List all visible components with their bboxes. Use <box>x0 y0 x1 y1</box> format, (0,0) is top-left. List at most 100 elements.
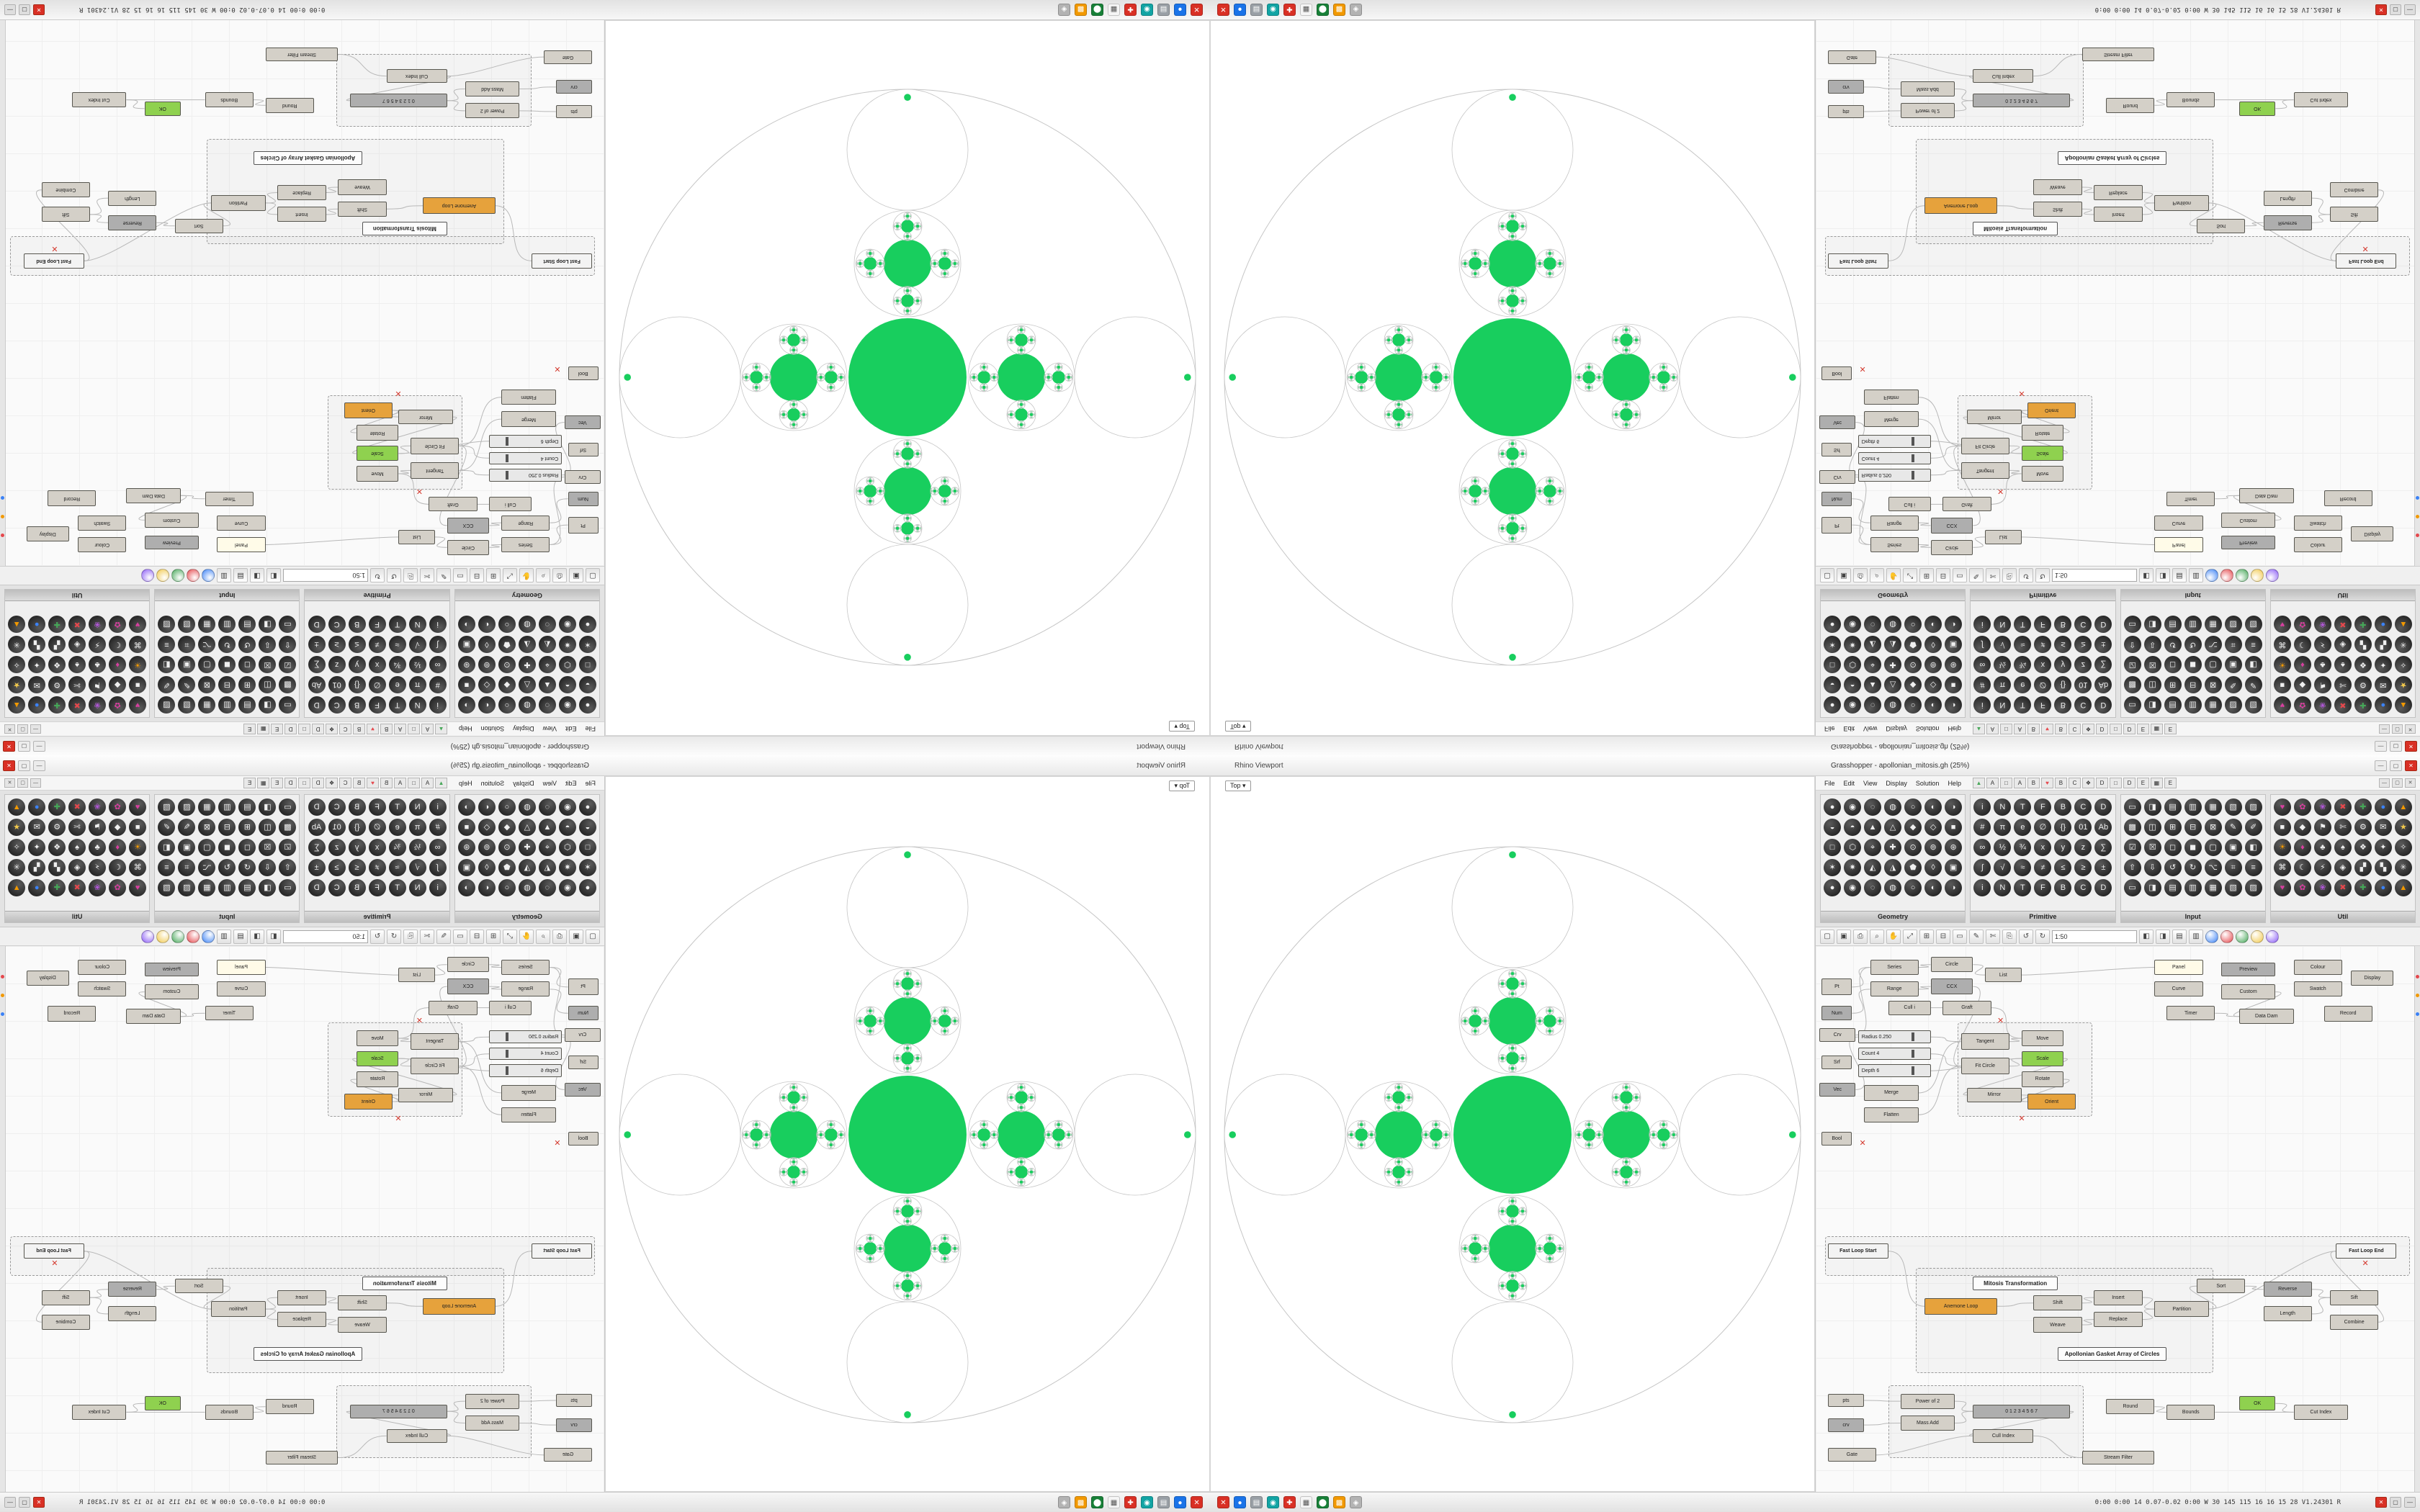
gh-node[interactable]: Mirror <box>1967 1088 2022 1102</box>
gh-node[interactable]: Insert <box>277 207 326 222</box>
component-icon[interactable]: ⚙ <box>48 676 66 693</box>
component-tab[interactable]: C <box>339 778 352 788</box>
component-icon[interactable]: ⚙ <box>2354 676 2372 693</box>
toolbar-icon[interactable]: ◧ <box>266 568 281 583</box>
menu-item-edit[interactable]: Edit <box>565 725 577 733</box>
component-icon[interactable]: z <box>2074 839 2092 856</box>
gh-node[interactable]: Fast Loop End <box>23 253 84 269</box>
gh-node[interactable]: Colour <box>78 536 127 553</box>
scroll-marker[interactable] <box>1 496 4 500</box>
component-icon[interactable]: ◇ <box>478 819 496 836</box>
gh-node[interactable]: Flatten <box>1864 1107 1919 1122</box>
component-icon[interactable]: D <box>308 798 326 816</box>
gh-node[interactable]: Shift <box>338 201 387 217</box>
component-icon[interactable]: ↻ <box>2184 636 2202 653</box>
toolbar-icon[interactable]: ⌕ <box>1870 929 1884 944</box>
gh-node[interactable]: Rotate <box>356 425 399 441</box>
toolbar-icon[interactable]: ✋ <box>1886 929 1901 944</box>
display-mode-ball[interactable] <box>156 569 169 582</box>
component-icon[interactable]: ◈ <box>2334 859 2352 876</box>
toolbar-icon[interactable]: ▥ <box>217 568 231 583</box>
gh-node[interactable]: OK <box>2239 1396 2276 1411</box>
component-icon[interactable]: ⬡ <box>558 839 576 856</box>
component-icon[interactable]: △ <box>518 676 536 693</box>
gh-node[interactable]: Bounds <box>2166 1404 2215 1420</box>
component-icon[interactable]: ❀ <box>2313 616 2331 633</box>
viewport-tab-top[interactable]: Top ▾ <box>1225 780 1251 791</box>
component-tab[interactable]: C <box>2068 778 2081 788</box>
gh-node[interactable]: List <box>398 529 435 544</box>
display-mode-ball[interactable] <box>171 930 184 943</box>
component-icon[interactable]: B <box>348 616 366 633</box>
component-icon[interactable]: ✄ <box>68 676 86 693</box>
component-icon[interactable]: □ <box>1824 656 1842 673</box>
component-icon[interactable]: ◐ <box>478 879 496 896</box>
component-icon[interactable]: ↻ <box>218 636 236 653</box>
component-icon[interactable]: ▲ <box>2394 879 2412 896</box>
component-icon[interactable]: ◻ <box>2164 839 2182 856</box>
component-icon[interactable]: ≤ <box>2054 636 2072 653</box>
gh-node[interactable]: Mitosis Transformation <box>1973 1276 2058 1290</box>
gh-node[interactable]: Tangent <box>411 1033 460 1050</box>
component-icon[interactable]: T <box>2014 879 2032 896</box>
gh-node[interactable]: Depth 6 <box>1857 1064 1931 1077</box>
component-icon[interactable]: {} <box>348 676 366 693</box>
toolbar-icon[interactable]: ⎙ <box>552 929 567 944</box>
component-icon[interactable]: ● <box>28 696 46 714</box>
gh-node[interactable]: Scale <box>356 1050 399 1066</box>
gh-node[interactable]: List <box>398 968 435 983</box>
component-icon[interactable]: ♦ <box>109 839 127 856</box>
component-icon[interactable]: ■ <box>129 676 147 693</box>
component-icon[interactable]: ✧ <box>2394 839 2412 856</box>
menu-item-solution[interactable]: Solution <box>1915 779 1940 787</box>
canvas-scrollbar[interactable] <box>2414 946 2420 1492</box>
component-icon[interactable]: ✦ <box>2374 656 2392 673</box>
component-icon[interactable]: C <box>2074 798 2092 816</box>
component-icon[interactable]: ❀ <box>89 798 107 816</box>
gh-node[interactable]: Count 4 <box>489 451 563 465</box>
rhino-viewport[interactable]: Top ▾ <box>1210 20 1815 736</box>
taskbar-app-icon[interactable]: ✚ <box>1283 1496 1296 1508</box>
component-icon[interactable]: ● <box>1824 616 1842 633</box>
menu-item-solution[interactable]: Solution <box>480 779 505 787</box>
component-icon[interactable]: ✎ <box>2224 676 2242 693</box>
component-icon[interactable]: ⊠ <box>198 676 216 693</box>
component-tab[interactable]: ❖ <box>326 724 339 734</box>
component-icon[interactable]: ◓ <box>558 819 576 836</box>
gh-node[interactable]: Swatch <box>2293 515 2342 531</box>
gh-node[interactable]: Merge <box>1864 1085 1919 1101</box>
component-icon[interactable]: ⚑ <box>89 676 107 693</box>
menu-item-file[interactable]: File <box>585 779 596 787</box>
component-tab[interactable]: A <box>394 778 407 788</box>
component-icon[interactable]: ½ <box>1994 656 2012 673</box>
component-icon[interactable]: ● <box>1824 798 1842 816</box>
component-icon[interactable]: ≡ <box>2244 859 2262 876</box>
component-icon[interactable]: ⚙ <box>2354 819 2372 836</box>
gh-node[interactable]: Insert <box>2094 207 2143 222</box>
component-icon[interactable]: ⚑ <box>89 819 107 836</box>
component-tab[interactable]: E <box>2136 724 2149 734</box>
component-icon[interactable]: N <box>1994 798 2012 816</box>
component-icon[interactable]: ☾ <box>109 859 127 876</box>
component-icon[interactable]: ▧ <box>2224 798 2242 816</box>
component-icon[interactable]: ▭ <box>2123 616 2141 633</box>
gh-node[interactable]: Mass Add <box>465 1415 520 1431</box>
component-icon[interactable]: ◮ <box>1884 859 1902 876</box>
component-icon[interactable]: ▥ <box>2184 696 2202 714</box>
toolbar-icon[interactable]: ↻ <box>2035 568 2050 583</box>
component-icon[interactable]: △ <box>518 819 536 836</box>
gh-node[interactable]: Timer <box>2166 1006 2215 1021</box>
component-icon[interactable]: ↻ <box>2184 859 2202 876</box>
gh-node[interactable]: Mirror <box>1967 410 2022 424</box>
toolbar-icon[interactable]: ✋ <box>1886 568 1901 583</box>
zoom-input[interactable] <box>283 569 368 582</box>
gh-node[interactable]: Round <box>265 97 314 113</box>
gh-node[interactable]: Num <box>568 1006 599 1021</box>
toolbar-icon[interactable]: ⊟ <box>1936 568 1950 583</box>
component-icon[interactable]: ✚ <box>2354 879 2372 896</box>
gh-node[interactable]: Swatch <box>2293 981 2342 997</box>
component-icon[interactable]: π <box>408 819 426 836</box>
gh-node[interactable]: Depth 6 <box>489 435 563 448</box>
component-tab[interactable]: B <box>353 724 366 734</box>
gh-node[interactable]: Range <box>501 515 550 531</box>
